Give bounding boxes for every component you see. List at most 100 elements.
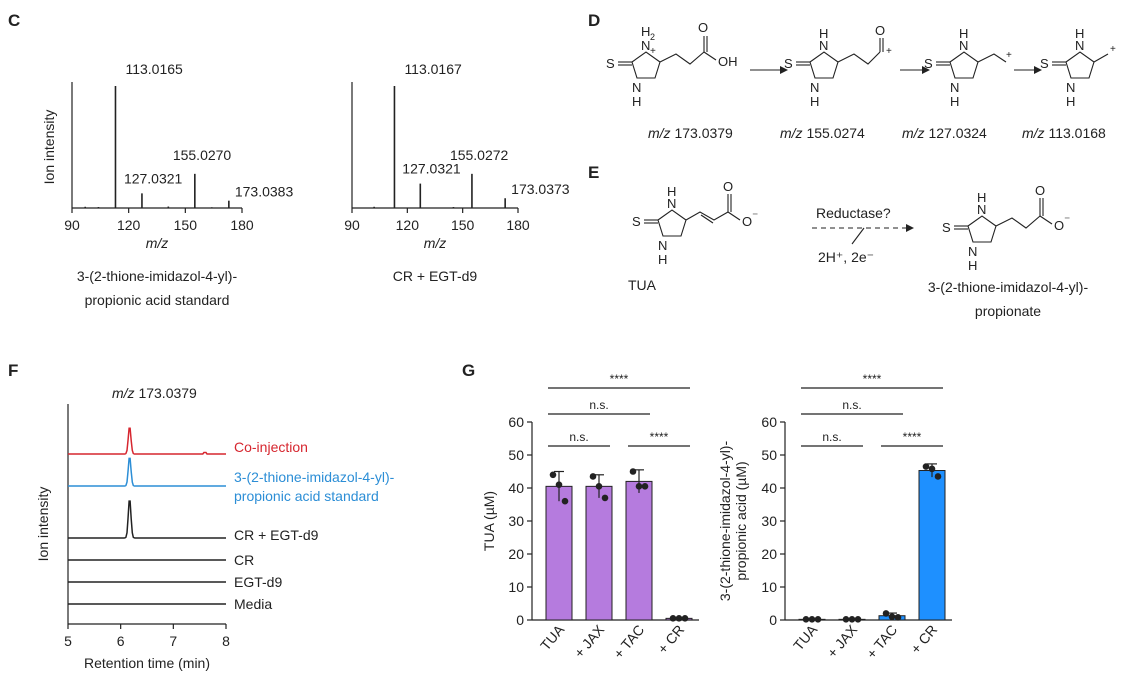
data-point <box>675 615 683 622</box>
atom-h: H <box>641 24 650 39</box>
atom-h: H <box>977 190 986 205</box>
structure-tua: S N H N H O O ⁻ <box>632 179 758 267</box>
anion-charge: ⁻ <box>1064 213 1070 227</box>
structure-propionate: S N H N H O O ⁻ <box>942 183 1070 273</box>
peak-label: 113.0167 <box>404 61 462 77</box>
trace-label: CR <box>234 552 254 568</box>
arrow-bottom-label: 2H⁺, 2e⁻ <box>818 249 874 265</box>
charge-plus: + <box>1110 44 1116 55</box>
svg-text:m/z 155.0274: m/z 155.0274 <box>780 125 865 141</box>
x-tick-label: 180 <box>506 217 530 233</box>
y-tick-label: 0 <box>769 612 777 628</box>
charge-plus: + <box>1006 50 1012 61</box>
mz-value: 127.0324 <box>928 125 987 141</box>
product-label-line2: propionate <box>975 303 1041 319</box>
structure-155: S N H N H O + <box>784 23 892 109</box>
peak-label: 173.0383 <box>235 184 294 200</box>
data-point <box>808 616 816 623</box>
panel-label-g: G <box>462 361 475 380</box>
reaction-scheme: S N H N H O O ⁻ TUA Reductase? 2H⁺, 2e⁻ … <box>628 179 1088 319</box>
y-tick-label: 40 <box>508 480 524 496</box>
x-tick-label: TUA <box>537 621 568 653</box>
atom-sub: 2 <box>650 32 655 42</box>
atom-n: N <box>977 202 986 217</box>
bar <box>585 485 613 621</box>
y-axis-label: propionic acid (µM) <box>733 461 749 580</box>
svg-text:m/z 113.0168: m/z 113.0168 <box>1022 125 1106 141</box>
x-tick-label: 120 <box>396 217 420 233</box>
structure-113: S N H N H + <box>1040 26 1116 109</box>
data-point <box>934 473 942 480</box>
y-tick-label: 10 <box>508 579 524 595</box>
atom-s: S <box>942 220 951 235</box>
cofactor-branch <box>851 227 865 245</box>
product-label-line1: 3-(2-thione-imidazol-4-yl)- <box>928 279 1089 295</box>
data-point <box>549 471 557 479</box>
significance-label: **** <box>650 430 669 444</box>
atom-h2: H <box>632 94 641 109</box>
data-point <box>854 616 862 623</box>
arrow-top-label: Reductase? <box>816 205 891 221</box>
atom-n2: N <box>950 80 959 95</box>
x-tick-label: + TAC <box>863 622 900 662</box>
data-point <box>928 465 936 473</box>
chart-title: m/z 173.0379 <box>112 385 197 401</box>
data-point <box>842 616 850 623</box>
significance-label: n.s. <box>569 430 588 444</box>
significance-label: n.s. <box>842 398 861 412</box>
arrowhead-3 <box>1034 66 1042 74</box>
svg-text:m/z 173.0379: m/z 173.0379 <box>648 125 733 141</box>
y-tick-label: 20 <box>508 546 524 562</box>
y-axis-label: 3-(2-thione-imidazol-4-yl)- <box>717 441 733 602</box>
data-point <box>669 615 677 622</box>
data-point <box>589 473 597 480</box>
atom-n2: N <box>658 238 667 253</box>
y-axis-label: TUA (µM) <box>481 491 497 551</box>
panel-label-d: D <box>588 11 600 30</box>
peak-label: 155.0270 <box>173 147 232 163</box>
tua-bar-chart: 0 10 20 30 40 50 60 TUA (µM) TUA + JAX + TAC + CR **… <box>481 372 699 662</box>
atom-o: O <box>698 20 708 35</box>
atom-n2: N <box>968 244 977 259</box>
data-point <box>848 616 856 623</box>
atom-h2: H <box>1066 94 1075 109</box>
x-axis-label: m/z <box>424 235 447 251</box>
y-tick-label: 60 <box>761 414 777 430</box>
mz-prefix: m/z <box>648 125 671 141</box>
atom-n: N <box>667 196 676 211</box>
svg-text:m/z 127.0324: m/z 127.0324 <box>902 125 987 141</box>
atom-h2: H <box>950 94 959 109</box>
data-point <box>814 616 822 623</box>
caption-line: CR + EGT-d9 <box>393 268 478 284</box>
mz-label-3: m/z 127.0324 <box>902 125 987 141</box>
trace-line <box>68 500 226 539</box>
structure-127: S N H N H + <box>924 26 1012 109</box>
y-tick-label: 0 <box>516 612 524 628</box>
mz-prefix: m/z <box>780 125 803 141</box>
peak-label: 113.0165 <box>125 61 183 77</box>
arrowhead-1 <box>780 66 788 74</box>
atom-s: S <box>632 214 641 229</box>
x-tick-label: 7 <box>169 633 177 649</box>
significance-label: n.s. <box>822 430 841 444</box>
atom-s: S <box>784 56 793 71</box>
atom-h: H <box>1075 26 1084 41</box>
data-point <box>802 616 810 623</box>
data-point <box>629 468 637 475</box>
y-tick-label: 20 <box>761 546 777 562</box>
x-tick-label: + TAC <box>610 622 647 662</box>
arrowhead-2 <box>922 66 930 74</box>
atom-h: H <box>819 26 828 41</box>
x-tick-label: 120 <box>117 217 141 233</box>
mz-label-2: m/z 155.0274 <box>780 125 865 141</box>
x-tick-label: 90 <box>64 217 80 233</box>
x-tick-label: TUA <box>790 621 821 653</box>
dashed-arrowhead <box>906 224 914 232</box>
mz-label-1: m/z 173.0379 <box>648 125 733 141</box>
chromatogram-chart: m/z 173.0379 5 6 7 8 Retention time (min) Ion … <box>35 385 395 671</box>
data-point <box>555 481 563 489</box>
data-point <box>922 463 930 470</box>
x-tick-label: 90 <box>344 217 360 233</box>
mz-value: 173.0379 <box>674 125 733 141</box>
